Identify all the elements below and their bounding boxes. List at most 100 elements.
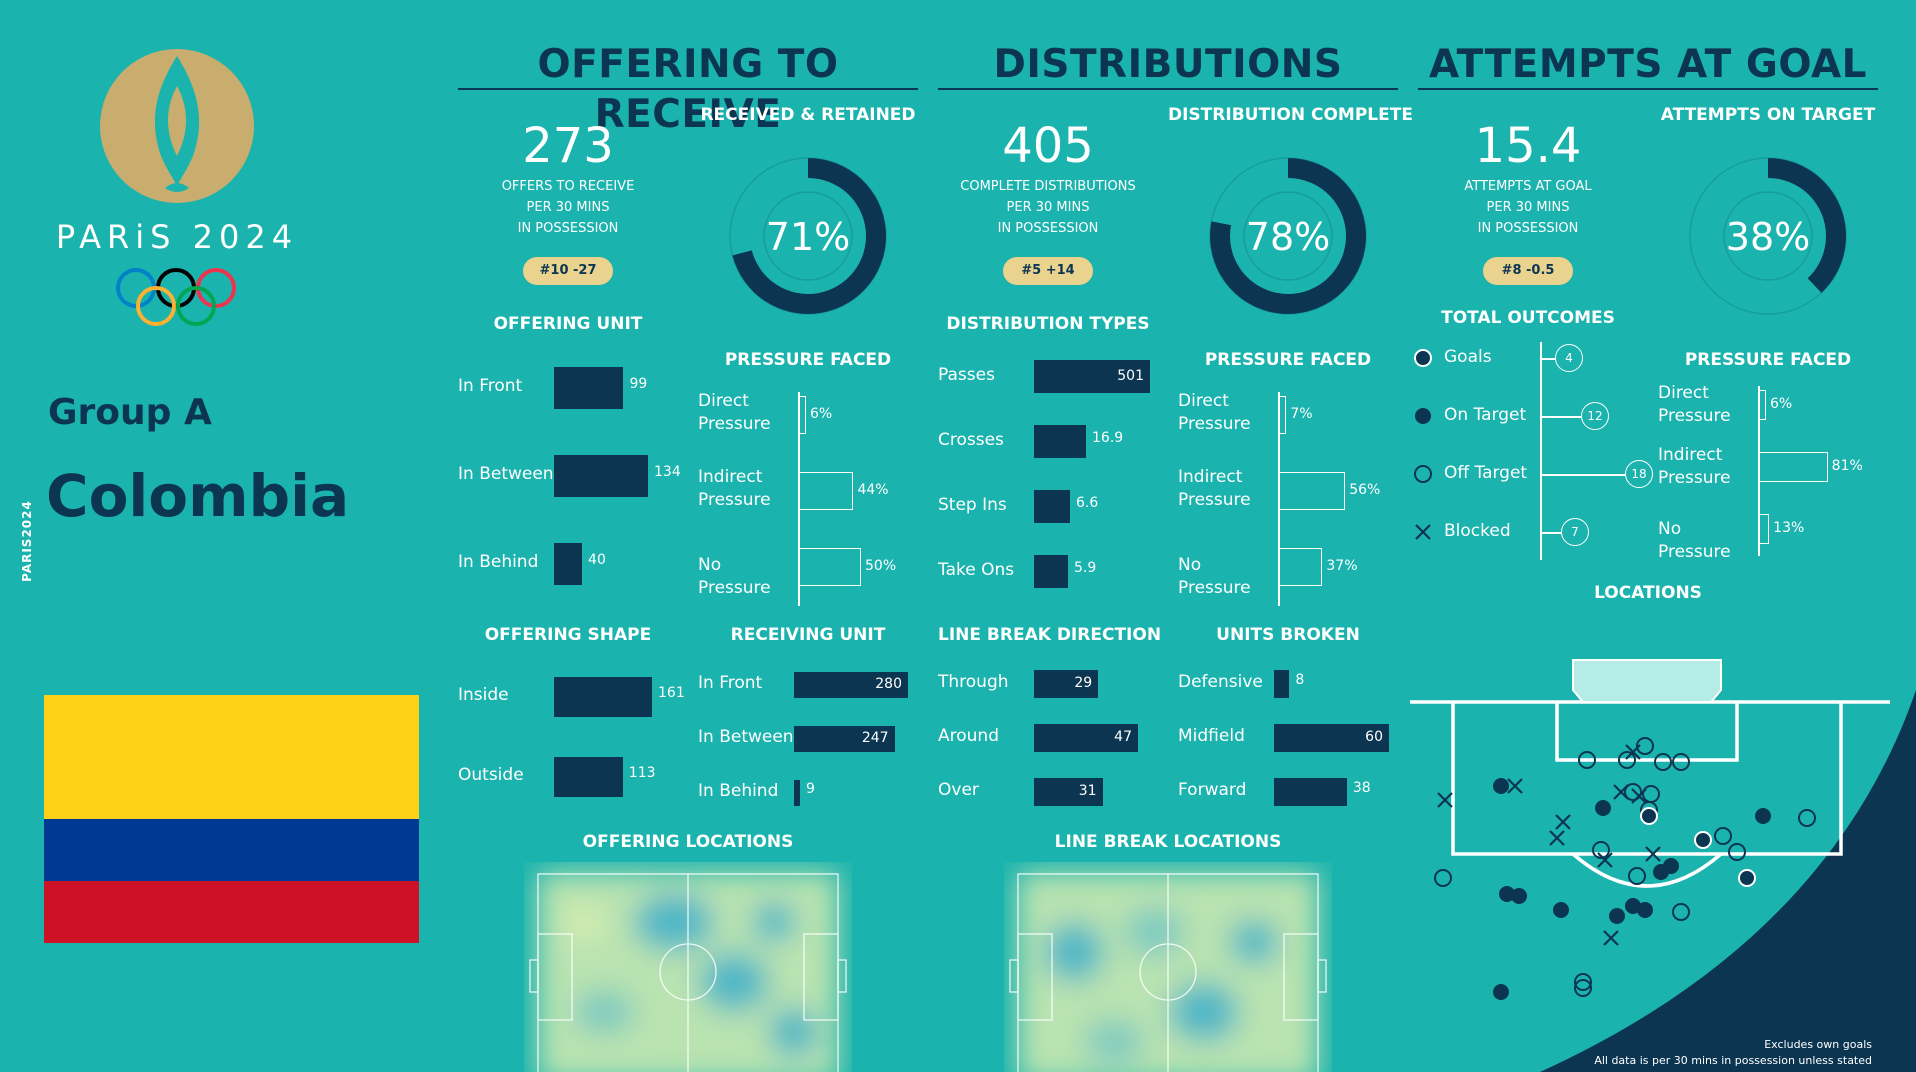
bar-label: Outside <box>458 765 524 785</box>
donut-value: 71% <box>766 215 850 259</box>
outcome-bar <box>1541 416 1581 418</box>
shot-locations-title: LOCATIONS <box>1594 583 1702 603</box>
footnote-own-goals: Excludes own goals <box>1764 1038 1872 1051</box>
bar-value: 29 <box>1074 675 1093 691</box>
bar-label: In Between <box>458 464 554 484</box>
bar <box>554 543 583 585</box>
pressure-label: No Pressure <box>698 555 771 598</box>
outcome-label: On Target <box>1444 405 1527 425</box>
goal-shot-marker <box>1694 831 1712 849</box>
pressure-value: 44% <box>857 482 889 498</box>
off-target-shot-marker <box>1624 783 1642 801</box>
paris-2024-flame-logo <box>100 49 254 203</box>
donut-filled-arc <box>1768 158 1846 293</box>
bar-label: Around <box>938 726 999 746</box>
outcome-label: Off Target <box>1444 463 1528 483</box>
blocked-shot-marker <box>1603 930 1619 946</box>
bar <box>1274 724 1389 752</box>
offering-pressure-title: PRESSURE FACED <box>724 350 892 370</box>
bar-value: 38 <box>1352 780 1371 796</box>
outcome-value: 12 <box>1581 402 1609 430</box>
offers-count: 273 <box>522 118 614 174</box>
pressure-label: No Pressure <box>1658 519 1731 562</box>
pressure-bar <box>798 472 854 510</box>
bar-value: 16.9 <box>1092 429 1124 446</box>
pressure-label: Indirect Pressure <box>1178 467 1251 510</box>
offering-unit-title: OFFERING UNIT <box>493 314 643 334</box>
pressure-label: Direct Pressure <box>1658 383 1731 426</box>
bar-value: 501 <box>1117 367 1144 384</box>
bar-value: 247 <box>861 730 889 746</box>
off-target-shot-marker <box>1592 841 1610 859</box>
bar-label: Crosses <box>938 429 1004 450</box>
distributions-description: COMPLETE DISTRIBUTIONS PER 30 MINS IN POSS… <box>960 179 1136 236</box>
bar <box>794 726 895 752</box>
bar <box>554 455 648 497</box>
bar-label: Over <box>938 780 979 800</box>
bar <box>554 677 652 717</box>
group-label: Group A <box>48 392 212 433</box>
distributions-section-title: DISTRIBUTIONS <box>938 40 1398 90</box>
bar-value: 60 <box>1365 729 1383 745</box>
blocked-shot-marker <box>1597 852 1613 868</box>
bar-label: In Between <box>698 727 794 747</box>
team-name: Colombia <box>46 462 350 530</box>
shot-locations-map <box>1410 659 1890 1000</box>
bar-label: In Behind <box>698 781 779 801</box>
bar <box>1034 360 1150 393</box>
on-target-shot-marker <box>1493 778 1509 794</box>
pressure-value: 6% <box>1770 396 1793 412</box>
bar <box>1034 778 1103 806</box>
pressure-bar <box>1278 396 1287 434</box>
pressure-value: 50% <box>865 558 897 574</box>
bar-value: 134 <box>654 464 681 480</box>
blocked-icon <box>1413 522 1433 542</box>
units-broken-title: UNITS BROKEN <box>1216 625 1360 645</box>
bar-label: Inside <box>458 685 509 705</box>
bar-value: 280 <box>875 676 902 692</box>
line-break-locations-title: LINE BREAK LOCATIONS <box>1054 832 1282 852</box>
pressure-bar <box>1278 472 1346 510</box>
on-target-shot-marker <box>1511 888 1527 904</box>
outcome-value: 7 <box>1561 518 1589 546</box>
bar-label: In Front <box>698 673 763 693</box>
pressure-bar <box>798 396 806 434</box>
bar-value: 161 <box>658 685 685 701</box>
bar-value: 113 <box>628 765 656 781</box>
bar-value: 6.6 <box>1076 494 1099 511</box>
pressure-bar <box>1758 390 1766 420</box>
distribution-pressure-title: PRESSURE FACED <box>1204 350 1372 370</box>
off-target-shot-marker <box>1642 785 1660 803</box>
pressure-bar <box>1758 452 1828 482</box>
bar <box>1274 778 1347 806</box>
bar-value: 99 <box>629 376 648 392</box>
footnote-per30: All data is per 30 mins in possession un… <box>1594 1054 1872 1067</box>
distributions-count: 405 <box>1002 118 1094 174</box>
receiving-unit-title: RECEIVING UNIT <box>730 625 886 645</box>
attempts-on-target-donut: 38% <box>1689 157 1847 315</box>
attempts-pressure-title: PRESSURE FACED <box>1684 350 1852 370</box>
outcome-bar <box>1541 532 1561 534</box>
olympic-rings-icon <box>116 268 236 326</box>
offering-locations-title: OFFERING LOCATIONS <box>582 832 794 852</box>
bar-label: Defensive <box>1178 672 1263 692</box>
pressure-value: 6% <box>810 406 833 422</box>
bar <box>794 780 800 806</box>
on-target-shot-marker <box>1755 808 1771 824</box>
bar-value: 31 <box>1078 783 1097 799</box>
off-target-icon <box>1413 464 1433 484</box>
bar <box>1034 490 1070 523</box>
distributions-rank-badge: #5 +14 <box>1003 257 1093 285</box>
shot-markers <box>1434 737 1816 1000</box>
on-target-shot-marker <box>1493 984 1509 1000</box>
off-target-shot-marker <box>1654 753 1672 771</box>
off-target-shot-marker <box>1578 751 1596 769</box>
outcome-label: Goals <box>1444 347 1492 367</box>
bar <box>1034 425 1086 458</box>
off-target-shot-marker <box>1618 751 1636 769</box>
attempts-count: 15.4 <box>1474 118 1582 174</box>
bar-value: 9 <box>806 781 815 797</box>
off-target-shot-marker <box>1714 827 1732 845</box>
bar <box>794 672 908 698</box>
on-target-shot-marker <box>1499 886 1515 902</box>
